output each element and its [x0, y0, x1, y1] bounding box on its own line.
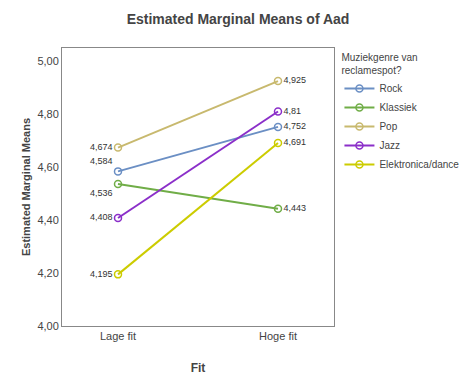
- svg-text:Fit: Fit: [191, 361, 206, 375]
- svg-text:Elektronica/dance: Elektronica/dance: [379, 159, 459, 170]
- svg-text:4,00: 4,00: [37, 320, 58, 332]
- svg-text:Hoge fit: Hoge fit: [259, 330, 297, 342]
- svg-text:4,752: 4,752: [283, 121, 306, 131]
- svg-text:4,925: 4,925: [283, 75, 306, 85]
- svg-text:4,40: 4,40: [37, 214, 58, 226]
- svg-text:Klassiek: Klassiek: [379, 102, 417, 113]
- svg-text:4,81: 4,81: [283, 106, 301, 116]
- svg-text:Estimated Marginal Means of Aa: Estimated Marginal Means of Aad: [127, 11, 350, 27]
- svg-text:4,674: 4,674: [90, 142, 113, 152]
- svg-text:4,536: 4,536: [90, 188, 113, 198]
- svg-text:4,195: 4,195: [90, 269, 113, 279]
- svg-text:4,60: 4,60: [37, 161, 58, 173]
- svg-text:4,443: 4,443: [283, 203, 306, 213]
- svg-text:4,80: 4,80: [37, 108, 58, 120]
- svg-text:Estimated Marginal Means: Estimated Marginal Means: [20, 118, 32, 256]
- svg-text:4,691: 4,691: [283, 137, 306, 147]
- svg-text:Muziekgenre vanreclamespot?: Muziekgenre vanreclamespot?: [341, 52, 417, 76]
- svg-text:Pop: Pop: [379, 121, 397, 132]
- svg-text:5,00: 5,00: [37, 55, 58, 67]
- svg-text:4,584: 4,584: [90, 156, 113, 166]
- svg-text:Jazz: Jazz: [379, 140, 400, 151]
- svg-text:Lage fit: Lage fit: [100, 330, 136, 342]
- svg-text:4,20: 4,20: [37, 267, 58, 279]
- svg-text:Rock: Rock: [379, 83, 403, 94]
- svg-text:4,408: 4,408: [90, 212, 113, 222]
